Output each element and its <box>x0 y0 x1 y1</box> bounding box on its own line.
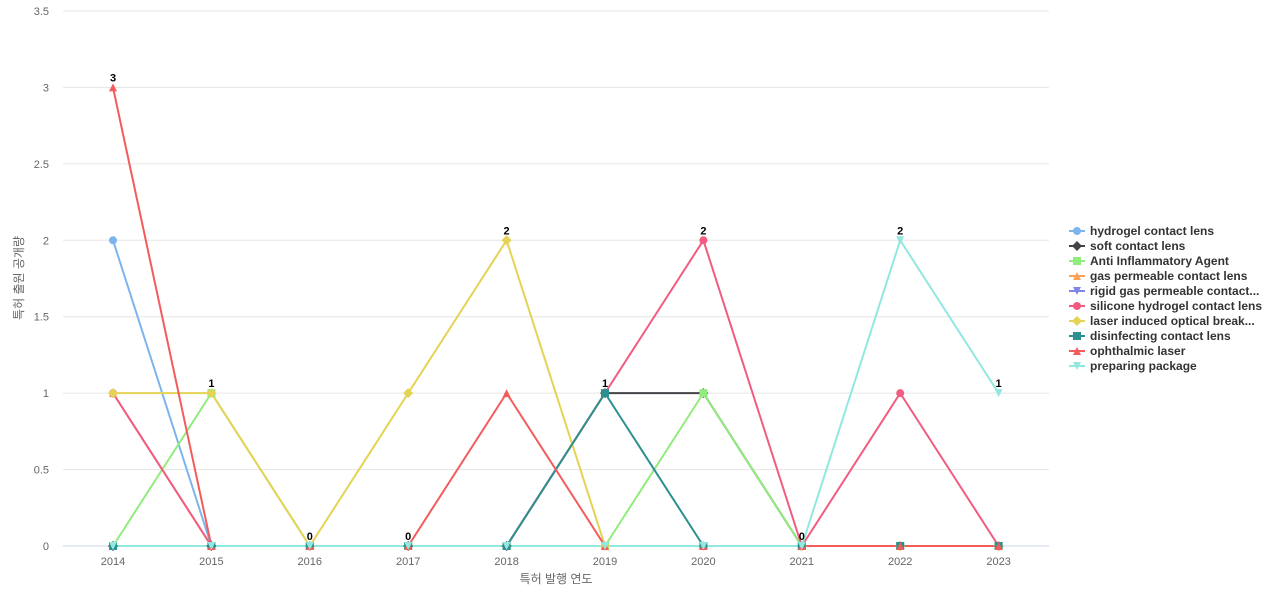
legend-item: disinfecting contact lens <box>1069 329 1231 343</box>
data-point <box>797 542 806 550</box>
legend-symbol-marker <box>1072 316 1082 326</box>
legend-label: laser induced optical break... <box>1090 314 1255 328</box>
legend-symbol-marker <box>1073 272 1081 280</box>
legend-symbol-marker <box>1073 287 1081 295</box>
data-label: 1 <box>996 378 1002 390</box>
x-tick-label: 2021 <box>790 556 814 568</box>
legend-item: preparing package <box>1069 359 1197 373</box>
legend-label: hydrogel contact lens <box>1090 224 1214 238</box>
y-axis-ticks: 0 0.5 1 1.5 2 2.5 3 3.5 <box>34 6 49 553</box>
data-labels: 3 1 0 0 2 1 2 0 2 1 <box>110 72 1002 543</box>
data-point <box>206 388 217 399</box>
data-point <box>994 389 1003 398</box>
data-point <box>305 542 314 550</box>
legend-item: ophthalmic laser <box>1069 344 1186 358</box>
data-point <box>601 542 609 550</box>
data-point <box>896 542 905 550</box>
legend-symbol-marker <box>1073 257 1081 265</box>
x-axis-ticks: 2014 2015 2016 2017 2018 2019 2020 2021 2022 2023 <box>101 556 1011 568</box>
x-tick-label: 2015 <box>199 556 223 568</box>
legend-item: Anti Inflammatory Agent <box>1069 254 1229 268</box>
legend-label: disinfecting contact lens <box>1090 329 1231 343</box>
data-point <box>994 542 1003 550</box>
legend-label: Anti Inflammatory Agent <box>1090 254 1229 268</box>
y-tick-label: 3.5 <box>34 6 49 18</box>
data-label: 0 <box>799 531 805 543</box>
data-label: 0 <box>307 531 313 543</box>
legend-symbol-marker <box>1073 302 1081 310</box>
data-point <box>502 389 511 398</box>
legend-item: rigid gas permeable contact... <box>1069 284 1259 298</box>
data-point <box>108 388 118 399</box>
series-lines <box>112 87 1000 547</box>
y-tick-label: 2.5 <box>34 159 49 171</box>
legend-item: silicone hydrogel contact lens <box>1069 299 1262 313</box>
x-tick-label: 2016 <box>298 556 322 568</box>
data-label: 1 <box>602 378 608 390</box>
data-point <box>502 542 511 550</box>
data-label: 1 <box>208 378 214 390</box>
x-tick-label: 2017 <box>396 556 420 568</box>
data-point <box>699 389 708 398</box>
legend-label: soft contact lens <box>1090 239 1186 253</box>
data-point <box>699 236 708 245</box>
legend-symbol-marker <box>1073 347 1081 355</box>
legend-label: silicone hydrogel contact lens <box>1090 299 1262 313</box>
y-tick-label: 0.5 <box>34 465 49 477</box>
y-tick-label: 1 <box>43 388 49 400</box>
series-markers <box>108 83 1004 551</box>
data-point <box>501 235 512 246</box>
data-label: 3 <box>110 72 116 84</box>
x-tick-label: 2023 <box>986 556 1010 568</box>
legend-label: preparing package <box>1090 359 1197 373</box>
x-tick-label: 2022 <box>888 556 912 568</box>
legend-symbol-marker <box>1073 332 1081 340</box>
data-label: 0 <box>405 531 411 543</box>
data-point <box>404 542 413 550</box>
legend-item: gas permeable contact lens <box>1069 269 1248 283</box>
legend-symbol-marker <box>1073 362 1081 370</box>
y-tick-label: 1.5 <box>34 312 49 324</box>
legend-symbol-marker <box>1073 227 1081 235</box>
data-point <box>699 542 708 550</box>
data-point <box>896 389 905 398</box>
x-tick-label: 2018 <box>494 556 518 568</box>
data-point <box>109 236 117 245</box>
x-tick-label: 2014 <box>101 556 125 568</box>
x-tick-label: 2020 <box>691 556 715 568</box>
data-point <box>207 542 216 550</box>
x-tick-label: 2019 <box>593 556 617 568</box>
legend-label: rigid gas permeable contact... <box>1090 284 1259 298</box>
grid-lines <box>63 10 1049 547</box>
data-label: 2 <box>897 225 903 237</box>
data-point <box>403 388 414 399</box>
data-point <box>601 389 609 398</box>
data-point <box>896 236 905 245</box>
y-tick-label: 2 <box>43 235 49 247</box>
y-tick-label: 0 <box>43 541 49 553</box>
legend-label: ophthalmic laser <box>1090 344 1186 358</box>
data-point <box>109 542 117 550</box>
legend-label: gas permeable contact lens <box>1090 269 1248 283</box>
data-label: 2 <box>700 225 706 237</box>
y-tick-label: 3 <box>43 82 49 94</box>
data-label: 2 <box>504 225 510 237</box>
x-axis-title: 특허 발행 연도 <box>520 571 593 586</box>
legend-item: soft contact lens <box>1069 239 1186 253</box>
legend-item: hydrogel contact lens <box>1069 224 1214 238</box>
y-axis-title: 특허 출원 공개량 <box>12 236 26 320</box>
series-line <box>113 239 1000 547</box>
legend-item: laser induced optical break... <box>1069 314 1255 328</box>
data-point <box>109 83 117 92</box>
legend-symbol-marker <box>1072 241 1082 251</box>
